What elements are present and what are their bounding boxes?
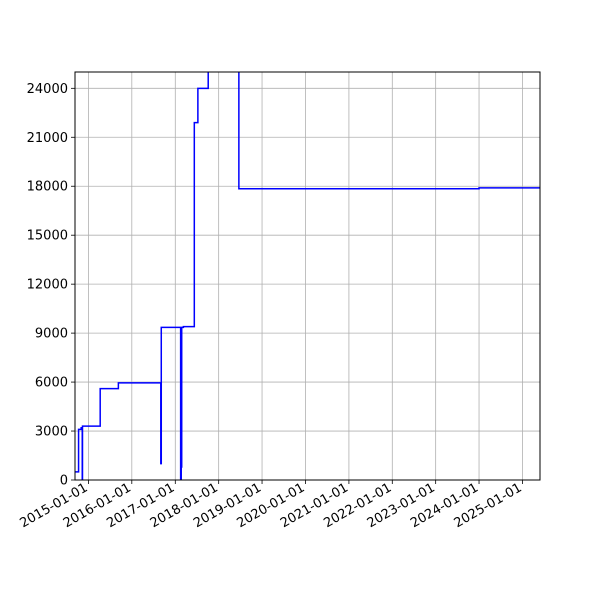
y-tick-label: 12000: [27, 278, 68, 293]
y-tick-label: 18000: [27, 180, 68, 195]
y-tick-label: 6000: [35, 376, 68, 391]
grid-lines: [75, 72, 540, 481]
y-tick-label: 0: [60, 474, 68, 489]
y-tick-label: 15000: [27, 229, 68, 244]
y-tick-label: 9000: [35, 327, 68, 342]
series-line: [75, 72, 540, 480]
y-axis: 0 3000 6000 9000 12000 15000 18000 21000 24000: [27, 82, 75, 489]
series-layer: [75, 72, 540, 480]
x-axis: 2015-01-012016-01-012017-01-012018-01-01…: [17, 480, 525, 531]
y-tick-label: 24000: [27, 82, 68, 97]
plot-frame: [74, 71, 541, 481]
y-tick-label: 3000: [35, 425, 68, 440]
y-tick-label: 21000: [27, 131, 68, 146]
